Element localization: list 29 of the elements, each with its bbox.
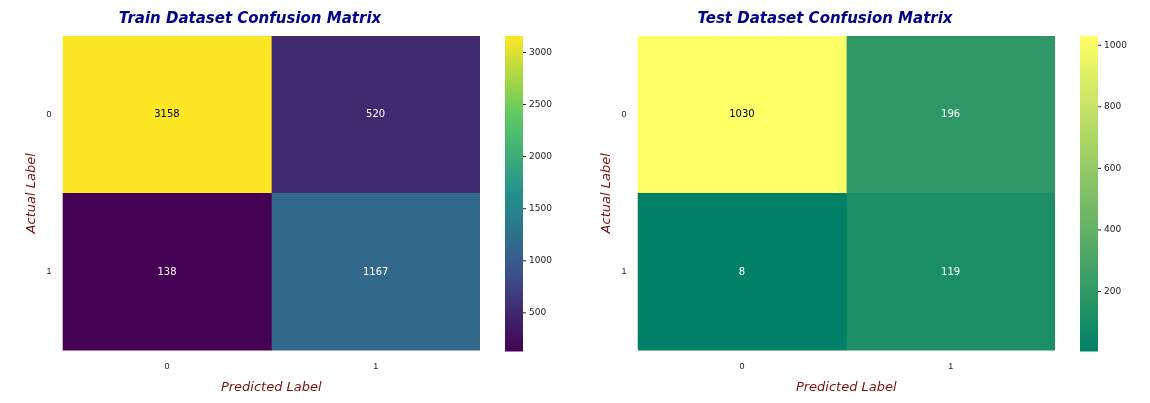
color-bar-label: 500 [529, 307, 547, 318]
y-axis-title: Actual Label [23, 152, 39, 235]
color-bar-label: 3000 [529, 46, 553, 57]
color-bar-label: 800 [1104, 101, 1122, 112]
y-axis-title: Actual Label [598, 152, 614, 235]
color-bar-label: 400 [1104, 224, 1122, 235]
x-tick-label: 0 [739, 361, 745, 372]
chart-title: Train Dataset Confusion Matrix [118, 8, 383, 27]
color-bar-label: 2000 [529, 150, 553, 161]
color-bar-label: 1500 [529, 203, 553, 214]
color-bar-label: 600 [1104, 162, 1122, 173]
data-label: 196 [941, 108, 961, 120]
data-label: 138 [157, 265, 177, 277]
x-tick-label: 1 [373, 361, 379, 372]
color-bar-label: 200 [1104, 285, 1122, 296]
color-bar-label: 1000 [1104, 39, 1128, 50]
data-label: 119 [941, 265, 961, 277]
x-axis-title: Predicted Label [220, 378, 323, 394]
color-bar-label: 2500 [529, 98, 553, 109]
data-label: 1167 [362, 265, 389, 277]
chart-title: Test Dataset Confusion Matrix [697, 8, 954, 27]
data-label: 3158 [154, 108, 180, 120]
data-label: 8 [738, 265, 746, 277]
color-bar-label: 1000 [529, 255, 553, 266]
x-tick-label: 0 [164, 361, 170, 372]
x-axis-title: Predicted Label [795, 378, 898, 394]
data-label: 1030 [729, 108, 755, 120]
data-label: 520 [366, 108, 386, 120]
x-tick-label: 1 [948, 361, 954, 372]
